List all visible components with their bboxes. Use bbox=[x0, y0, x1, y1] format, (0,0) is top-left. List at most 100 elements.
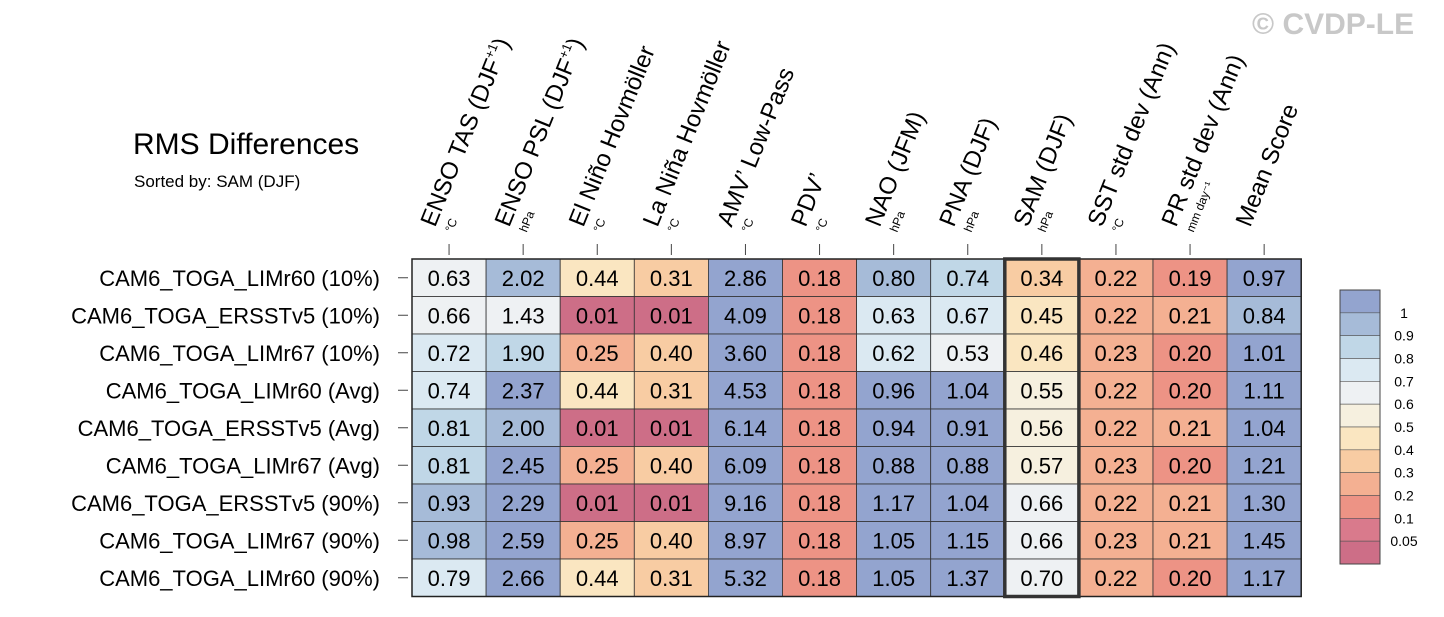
colorbar-tick-label: 0.1 bbox=[1394, 510, 1414, 526]
colorbar-segment bbox=[1339, 358, 1381, 382]
cell-value-label: 0.21 bbox=[1169, 491, 1212, 516]
heatmap-cell bbox=[930, 558, 1006, 597]
cell-value-label: 0.57 bbox=[1020, 453, 1063, 478]
cell-value-label: 0.25 bbox=[576, 528, 619, 553]
cell-value-label: 4.09 bbox=[724, 303, 767, 328]
heatmap-cell bbox=[559, 371, 635, 410]
cell-value-label: 0.80 bbox=[872, 266, 915, 291]
cell-value-label: 0.63 bbox=[872, 303, 915, 328]
row-label: CAM6_TOGA_LIMr67 (Avg) bbox=[106, 453, 380, 478]
cell-value-label: 2.02 bbox=[502, 266, 545, 291]
cell-value-label: 0.22 bbox=[1095, 566, 1138, 591]
heatmap-cell bbox=[1004, 296, 1080, 335]
cell-value-label: 0.88 bbox=[872, 453, 915, 478]
cell-value-label: 1.43 bbox=[502, 303, 545, 328]
highlight-column-frame bbox=[1003, 257, 1081, 599]
cell-value-label: 0.67 bbox=[946, 303, 989, 328]
cell-value-label: 1.90 bbox=[502, 341, 545, 366]
cell-value-label: 3.60 bbox=[724, 341, 767, 366]
cell-value-label: 0.22 bbox=[1095, 266, 1138, 291]
column-header: Mean Score bbox=[1231, 100, 1305, 230]
cell-value-label: 0.98 bbox=[428, 528, 471, 553]
heatmap-cell bbox=[633, 446, 709, 485]
heatmap-cell bbox=[633, 483, 709, 522]
heatmap-cell bbox=[633, 521, 709, 560]
column-label-text: AMV’ Low-Pass bbox=[712, 64, 800, 230]
cell-value-label: 0.22 bbox=[1095, 378, 1138, 403]
row-label: CAM6_TOGA_LIMr67 (90%) bbox=[99, 528, 380, 553]
heatmap-cell bbox=[930, 258, 1006, 297]
cell-value-label: 0.23 bbox=[1095, 453, 1138, 478]
cell-value-label: 0.40 bbox=[650, 453, 693, 478]
heatmap-cell bbox=[856, 446, 932, 485]
heatmap-cell bbox=[856, 296, 932, 335]
heatmap-cell bbox=[559, 558, 635, 597]
heatmap-cell bbox=[1152, 558, 1228, 597]
heatmap-cell bbox=[708, 558, 783, 597]
cell-value-label: 0.72 bbox=[428, 341, 471, 366]
cell-value-label: 1.37 bbox=[946, 566, 989, 591]
cell-value-label: 0.25 bbox=[576, 341, 619, 366]
cell-value-label: 5.32 bbox=[724, 566, 767, 591]
heatmap-cell bbox=[411, 408, 487, 447]
cell-value-label: 0.97 bbox=[1243, 266, 1286, 291]
cell-value-label: 2.37 bbox=[502, 378, 545, 403]
cell-value-label: 1.04 bbox=[1243, 416, 1286, 441]
heatmap-cell bbox=[485, 483, 561, 522]
colorbar-frame bbox=[1339, 289, 1381, 565]
heatmap-cell bbox=[411, 333, 487, 372]
column-unit-label: °C bbox=[590, 216, 608, 234]
cell-value-label: 1.21 bbox=[1243, 453, 1286, 478]
cell-value-label: 1.04 bbox=[946, 491, 989, 516]
cell-value-label: 0.53 bbox=[946, 341, 989, 366]
cell-value-label: 0.79 bbox=[428, 566, 471, 591]
cell-value-label: 0.55 bbox=[1020, 378, 1063, 403]
heatmap-cell bbox=[708, 483, 783, 522]
cell-value-label: 1.05 bbox=[872, 528, 915, 553]
cell-value-label: 0.18 bbox=[798, 416, 841, 441]
cell-value-label: 1.17 bbox=[1243, 566, 1286, 591]
heatmap-cell bbox=[1226, 258, 1302, 297]
heatmap-cell bbox=[708, 296, 783, 335]
cell-value-label: 0.19 bbox=[1169, 266, 1212, 291]
colorbar-segment bbox=[1339, 312, 1381, 336]
heatmap-cell bbox=[1078, 558, 1154, 597]
heatmap-cell bbox=[633, 558, 709, 597]
cell-value-label: 0.44 bbox=[576, 566, 619, 591]
cell-value-label: 0.31 bbox=[650, 378, 693, 403]
heatmap-cell bbox=[1226, 408, 1302, 447]
colorbar-tick-label: 0.9 bbox=[1394, 328, 1414, 344]
heatmap-cell bbox=[411, 446, 487, 485]
column-header: NAO (JFM)hPa bbox=[860, 108, 930, 234]
heatmap-cell bbox=[1152, 258, 1228, 297]
cell-value-label: 0.01 bbox=[650, 416, 693, 441]
colorbar-tick-label: 0.05 bbox=[1390, 533, 1417, 549]
cell-value-label: 0.21 bbox=[1169, 303, 1212, 328]
colorbar-tick-label: 1 bbox=[1400, 305, 1408, 321]
cell-value-label: 0.44 bbox=[576, 266, 619, 291]
cell-value-label: 0.22 bbox=[1095, 416, 1138, 441]
colorbar-tick-label: 0.3 bbox=[1394, 465, 1414, 481]
heatmap-cell bbox=[782, 446, 857, 485]
heatmap-cell bbox=[708, 408, 783, 447]
column-unit-label: °C bbox=[665, 216, 683, 234]
cell-value-label: 2.00 bbox=[502, 416, 545, 441]
cell-value-label: 0.66 bbox=[1020, 491, 1063, 516]
heatmap-cell bbox=[485, 371, 561, 410]
heatmap-cell bbox=[1152, 408, 1228, 447]
chart-subtitle: Sorted by: SAM (DJF) bbox=[134, 172, 301, 191]
cell-value-label: 0.21 bbox=[1169, 416, 1212, 441]
cell-value-label: 0.46 bbox=[1020, 341, 1063, 366]
colorbar-segment bbox=[1339, 495, 1381, 519]
heatmap-cell bbox=[708, 371, 783, 410]
cell-value-label: 0.81 bbox=[428, 416, 471, 441]
row-label: CAM6_TOGA_LIMr60 (Avg) bbox=[106, 378, 380, 403]
cell-value-label: 0.88 bbox=[946, 453, 989, 478]
cell-value-label: 0.81 bbox=[428, 453, 471, 478]
cell-value-label: 2.86 bbox=[724, 266, 767, 291]
cell-value-label: 6.14 bbox=[724, 416, 767, 441]
cell-value-label: 0.18 bbox=[798, 528, 841, 553]
cell-value-label: 0.20 bbox=[1169, 341, 1212, 366]
colorbar-tick-label: 0.7 bbox=[1394, 373, 1414, 389]
